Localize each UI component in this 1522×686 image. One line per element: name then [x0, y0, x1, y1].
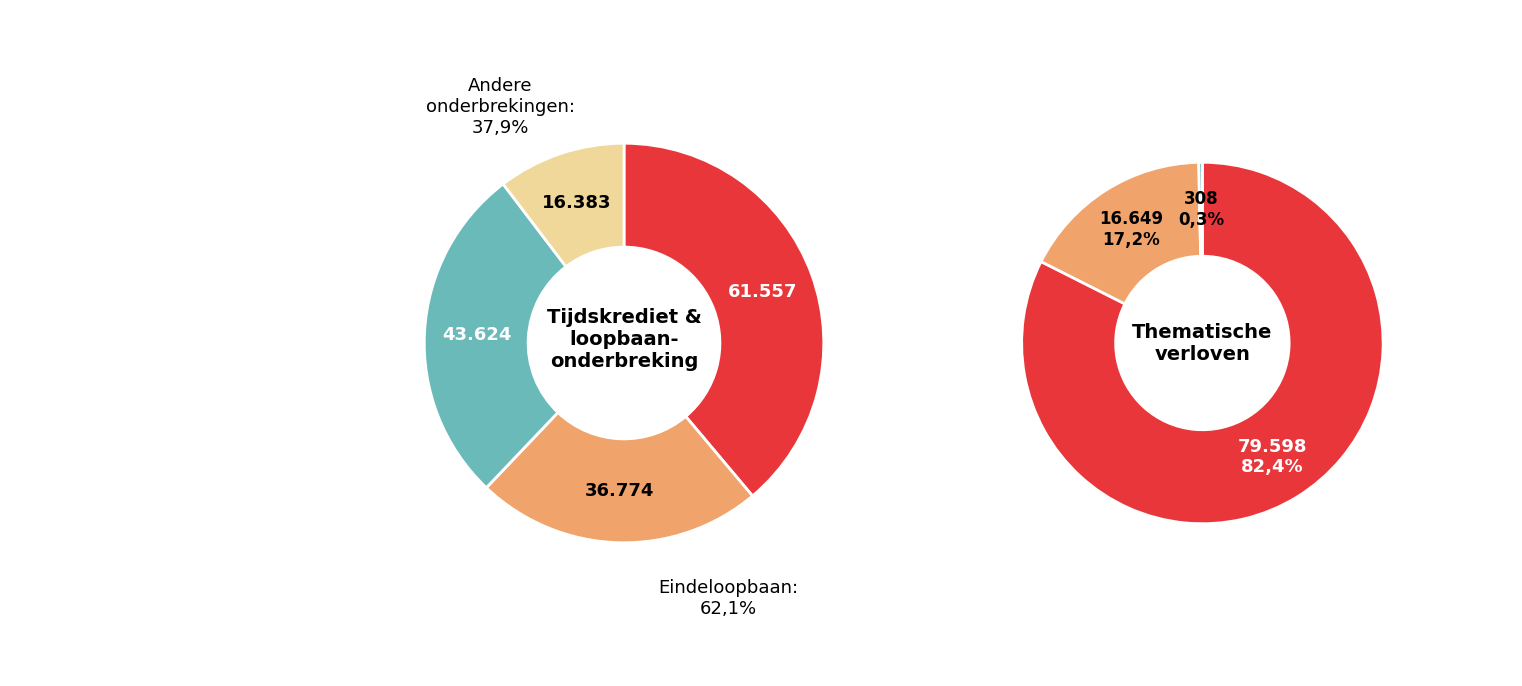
Text: 308
0,3%: 308 0,3%	[1178, 190, 1224, 228]
Wedge shape	[1021, 163, 1383, 523]
Wedge shape	[1199, 163, 1202, 257]
Text: Eindeloopbaan:
62,1%: Eindeloopbaan: 62,1%	[658, 579, 798, 618]
Wedge shape	[1041, 163, 1201, 304]
Wedge shape	[624, 143, 823, 496]
Text: 43.624: 43.624	[441, 326, 511, 344]
Text: 61.557: 61.557	[728, 283, 798, 301]
Text: Andere
onderbrekingen:
37,9%: Andere onderbrekingen: 37,9%	[426, 78, 575, 137]
Text: 16.383: 16.383	[542, 194, 612, 212]
Wedge shape	[504, 143, 624, 267]
Text: Tijdskrediet &
loopbaan-
onderbreking: Tijdskrediet & loopbaan- onderbreking	[546, 307, 702, 370]
Wedge shape	[487, 412, 752, 543]
Text: 16.649
17,2%: 16.649 17,2%	[1099, 211, 1163, 249]
Text: 79.598
82,4%: 79.598 82,4%	[1237, 438, 1307, 476]
Text: Thematische
verloven: Thematische verloven	[1132, 322, 1272, 364]
Text: 36.774: 36.774	[584, 482, 654, 500]
Wedge shape	[425, 184, 566, 488]
